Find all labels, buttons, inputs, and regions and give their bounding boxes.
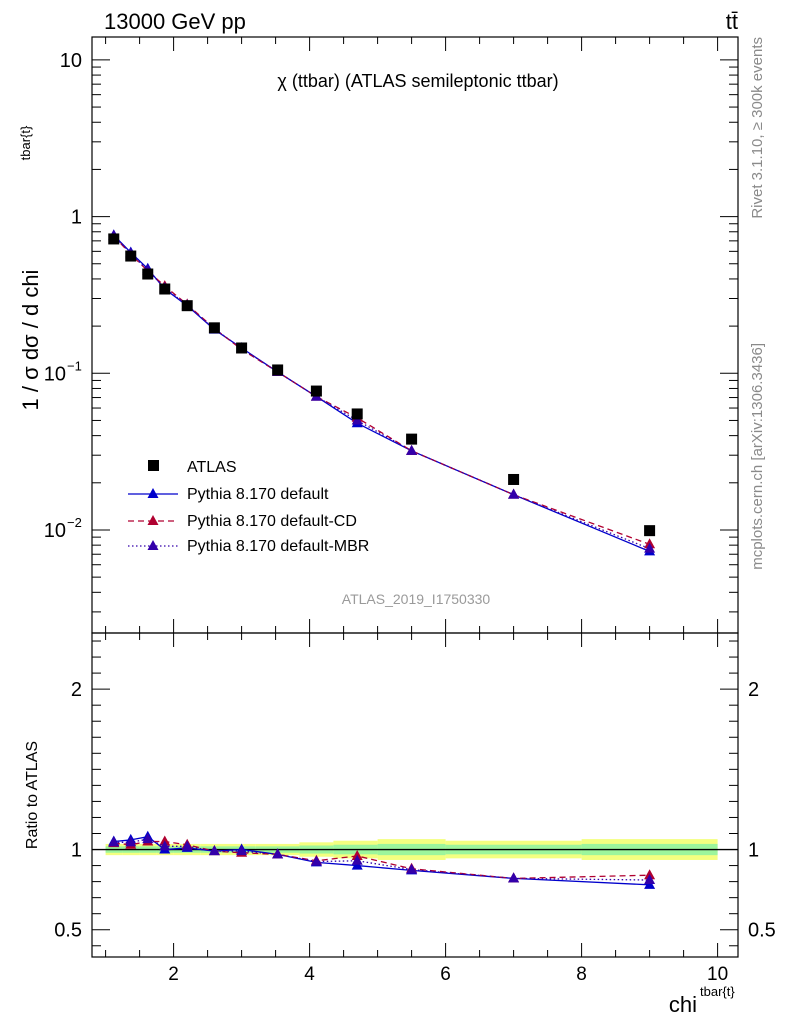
series-point-2: [406, 444, 418, 455]
ratio-point-2: [208, 845, 220, 856]
x-axis-label: chi: [669, 992, 697, 1017]
data-point: [142, 268, 154, 280]
y-tick-label: 10: [60, 50, 82, 72]
ratio-point-2: [181, 840, 193, 851]
ratio-point-2: [108, 836, 120, 847]
x-tick-label: 2: [168, 964, 179, 985]
ratio-tick-label-left: 0.5: [54, 920, 82, 942]
process-label: tt̄: [726, 9, 738, 34]
ratio-tick-label-right: 2: [748, 679, 759, 701]
data-point: [310, 385, 322, 397]
legend-label-mbr: Pythia 8.170 default-MBR: [187, 538, 369, 555]
ratio-point-2: [310, 855, 322, 866]
ratio-tick-label-right: 1: [748, 840, 759, 862]
y-axis-label-text: 1 / σ dσ / d chi: [18, 270, 43, 411]
data-point: [159, 283, 171, 295]
ratio-tick-label-left: 2: [71, 679, 82, 701]
data-point: [644, 525, 656, 537]
y-tick-label: 1: [71, 207, 82, 229]
x-tick-label: 10: [707, 964, 728, 985]
x-tick-label: 4: [304, 964, 315, 985]
legend-marker-data: [148, 460, 159, 471]
legend-entry-data: ATLAS: [148, 459, 237, 476]
legend-entry-mbr: Pythia 8.170 default-MBR: [128, 538, 369, 555]
legend-label-data: ATLAS: [187, 459, 237, 476]
data-point: [181, 300, 193, 312]
ratio-point-2: [159, 840, 171, 851]
series-line-0: [113, 234, 650, 552]
legend: ATLAS Pythia 8.170 default Pythia 8.170 …: [128, 459, 369, 555]
mcplots-label: mcplots.cern.ch [arXiv:1306.3436]: [749, 343, 766, 570]
legend-entry-default: Pythia 8.170 default: [128, 486, 329, 503]
y-axis-label: 1 / σ dσ / d chi tbar{t}: [18, 125, 43, 410]
chart-title: χ (ttbar) (ATLAS semileptonic ttbar): [277, 71, 558, 91]
y-tick-label: 10: [44, 363, 66, 385]
series-point-2: [508, 488, 520, 499]
legend-marker-default: [147, 488, 159, 498]
legend-marker-cd: [147, 515, 159, 525]
data-point: [236, 342, 248, 354]
ratio-point-2: [125, 836, 137, 847]
x-axis-label-sup: tbar{t}: [700, 984, 735, 999]
data-point: [208, 322, 220, 334]
ratio-point-2: [406, 863, 418, 874]
ratio-panel-frame: [91, 632, 739, 958]
energy-label: 13000 GeV pp: [104, 9, 246, 34]
ratio-point-2: [272, 848, 284, 859]
legend-entry-cd: Pythia 8.170 default-CD: [128, 513, 357, 530]
ratio-point-2: [644, 874, 656, 885]
data-point: [272, 364, 284, 376]
rivet-label: Rivet 3.1.10, ≥ 300k events: [749, 37, 766, 219]
x-tick-label: 6: [440, 964, 451, 985]
ratio-point-2: [508, 872, 520, 883]
legend-label-default: Pythia 8.170 default: [187, 486, 329, 503]
data-points: [108, 233, 656, 537]
ratio-y-axis-label: Ratio to ATLAS: [24, 741, 41, 849]
y-tick-label-exponent: −1: [67, 358, 82, 373]
data-point: [125, 250, 137, 262]
data-point: [351, 408, 363, 420]
legend-label-cd: Pythia 8.170 default-CD: [187, 513, 357, 530]
ratio-point-2: [236, 845, 248, 856]
ratio-point-2: [142, 833, 154, 844]
y-tick-label-exponent: −2: [67, 515, 82, 530]
series-point-2: [644, 542, 656, 553]
ratio-tick-label-left: 1: [71, 840, 82, 862]
y-tick-label: 10: [44, 520, 66, 542]
ratio-tick-label-right: 0.5: [748, 920, 776, 942]
x-tick-label: 8: [576, 964, 587, 985]
data-point: [108, 233, 120, 245]
data-point: [508, 473, 520, 485]
series-layer: [108, 229, 656, 889]
data-point: [406, 433, 418, 445]
legend-marker-mbr: [147, 540, 159, 550]
ratio-point-2: [351, 854, 363, 865]
y-axis-label-sup: tbar{t}: [18, 125, 33, 160]
analysis-label: ATLAS_2019_I1750330: [342, 591, 491, 607]
